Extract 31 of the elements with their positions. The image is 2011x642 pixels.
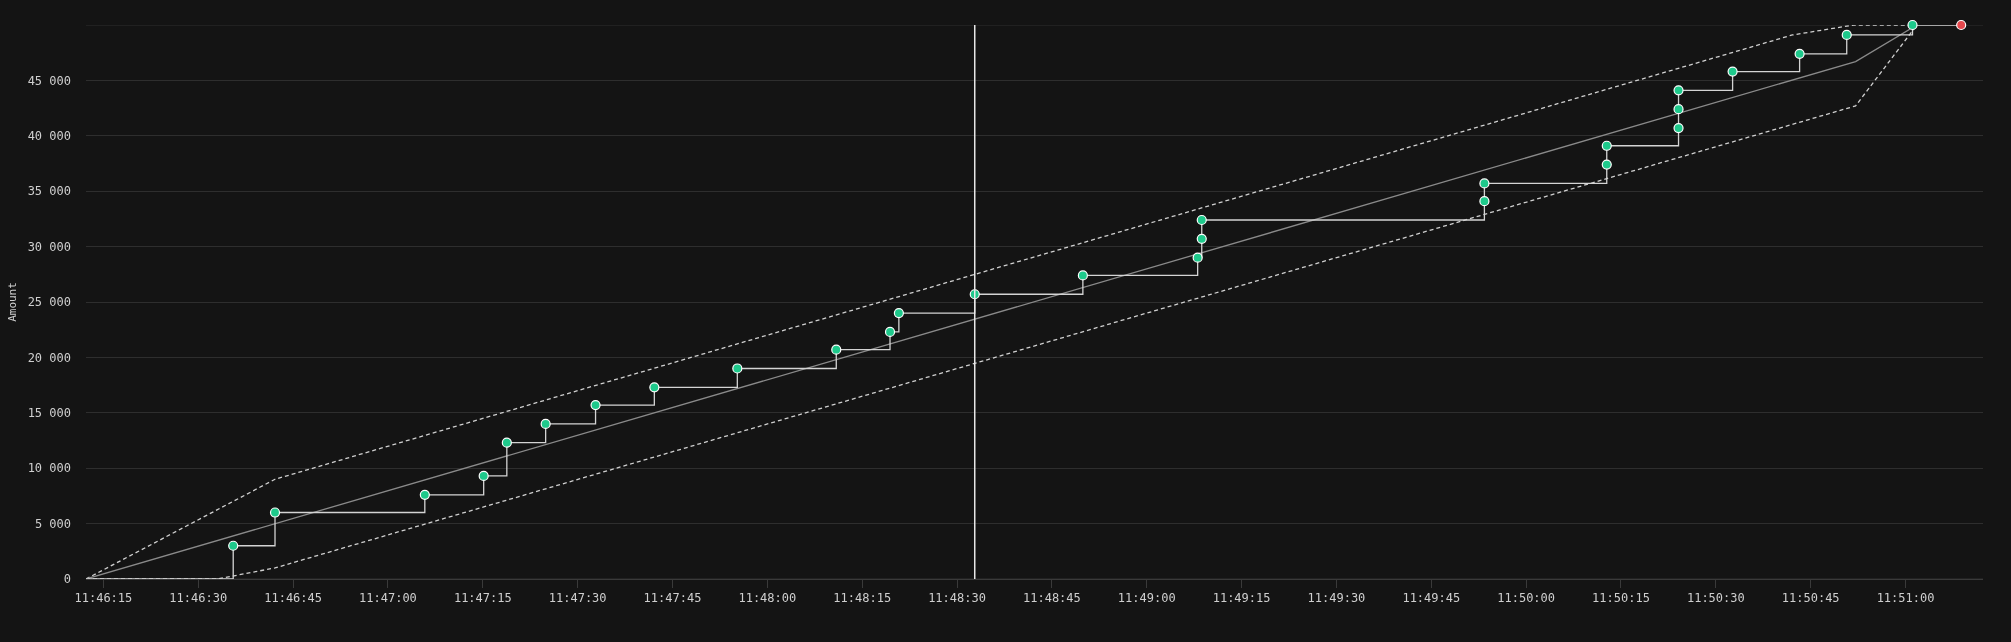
x-tick-label: 11:48:45 — [1022, 591, 1081, 606]
x-tick-label: 11:50:00 — [1497, 591, 1556, 606]
y-tick-label: 35 000 — [27, 184, 71, 199]
x-tick-label: 11:46:30 — [169, 591, 228, 606]
x-tick-label: 11:47:15 — [453, 591, 512, 606]
y-tick-label: 15 000 — [27, 406, 71, 420]
x-tick-label: 11:47:30 — [548, 591, 607, 606]
y-tick-label: 30 000 — [27, 239, 71, 254]
y-axis-title: Amount — [6, 282, 20, 322]
y-tick-label: 25 000 — [27, 295, 71, 310]
x-tick-label: 11:46:45 — [264, 591, 323, 606]
x-tick-label: 11:50:30 — [1686, 591, 1745, 606]
y-tick-label: 45 000 — [27, 73, 71, 88]
x-tick-label: 11:47:45 — [643, 591, 702, 606]
y-tick-label: 5 000 — [34, 516, 71, 531]
x-tick-label: 11:49:15 — [1212, 591, 1271, 606]
x-tick-label: 11:48:00 — [738, 591, 797, 606]
x-tick-label: 11:49:30 — [1307, 591, 1366, 606]
x-tick-label: 11:50:45 — [1781, 591, 1840, 606]
y-tick-label: 40 000 — [27, 129, 71, 143]
x-tick-label: 11:49:45 — [1402, 591, 1461, 606]
x-tick-label: 11:47:00 — [359, 591, 417, 606]
x-tick-label: 11:50:15 — [1592, 591, 1650, 606]
y-tick-label: 0 — [63, 572, 71, 587]
x-tick-label: 11:46:15 — [74, 591, 133, 606]
x-tick-label: 11:48:30 — [928, 591, 986, 606]
x-tick-label: 11:49:00 — [1117, 591, 1176, 606]
x-tick-label: 11:48:15 — [833, 591, 892, 606]
y-tick-label: 10 000 — [27, 461, 71, 476]
x-tick-label: 11:51:00 — [1876, 591, 1935, 606]
y-tick-label: 20 000 — [27, 350, 71, 365]
